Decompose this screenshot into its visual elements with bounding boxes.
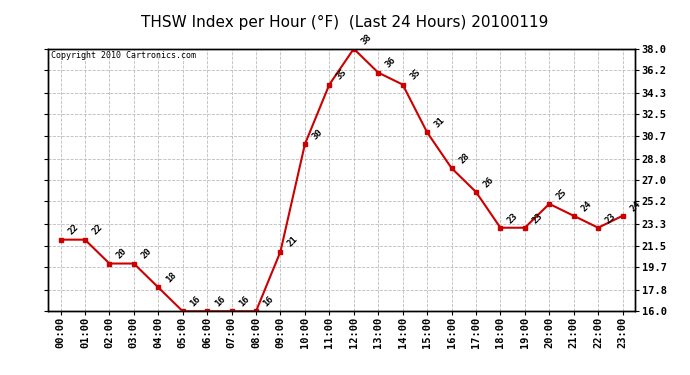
Text: 24: 24 [580,199,593,213]
Text: 20: 20 [115,247,129,261]
Text: Copyright 2010 Cartronics.com: Copyright 2010 Cartronics.com [51,51,196,60]
Text: 23: 23 [531,211,544,225]
Text: 36: 36 [384,56,397,70]
Text: 25: 25 [555,187,569,201]
Text: 30: 30 [310,128,324,141]
Text: 35: 35 [335,68,349,82]
Text: 24: 24 [628,199,642,213]
Text: 22: 22 [66,223,80,237]
Text: 21: 21 [286,235,300,249]
Text: 16: 16 [188,294,202,309]
Text: THSW Index per Hour (°F)  (Last 24 Hours) 20100119: THSW Index per Hour (°F) (Last 24 Hours)… [141,15,549,30]
Text: 26: 26 [482,175,495,189]
Text: 18: 18 [164,271,178,285]
Text: 16: 16 [237,294,251,309]
Text: 16: 16 [213,294,226,309]
Text: 22: 22 [90,223,104,237]
Text: 35: 35 [408,68,422,82]
Text: 31: 31 [433,116,446,129]
Text: 38: 38 [359,32,373,46]
Text: 28: 28 [457,152,471,165]
Text: 23: 23 [506,211,520,225]
Text: 20: 20 [139,247,153,261]
Text: 16: 16 [262,294,275,309]
Text: 23: 23 [604,211,618,225]
